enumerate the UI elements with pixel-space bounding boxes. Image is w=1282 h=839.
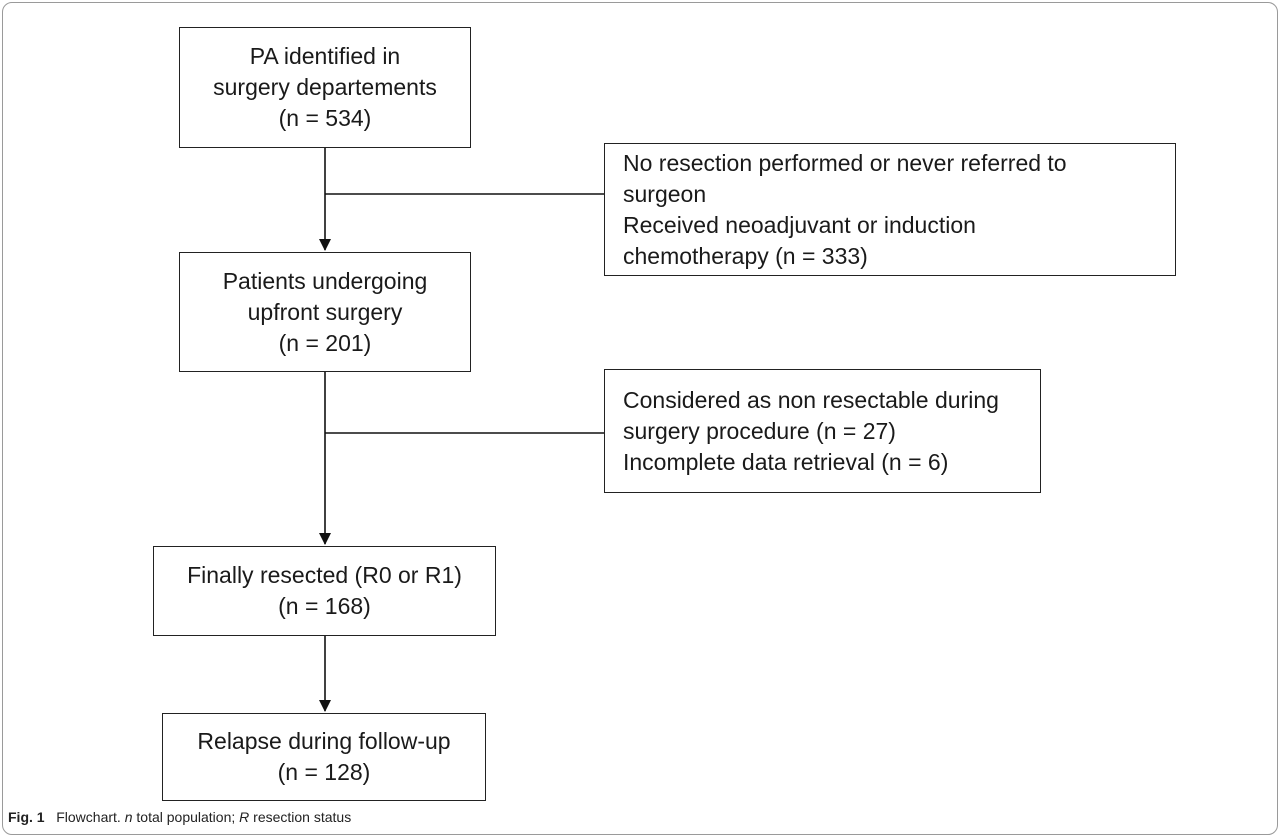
box-exclusion-non-resectable-line-2: surgery procedure (n = 27) (623, 417, 896, 444)
box-exclusion-non-resectable-line-3: Incomplete data retrieval (n = 6) (623, 448, 949, 475)
box-pa-identified-line-1: PA identified in (249, 43, 401, 69)
box-exclusion-no-resection-line-1: No resection performed or never referred… (623, 149, 1067, 176)
box-upfront-surgery-line-1: Patients undergoing (222, 267, 428, 294)
box-pa-identified-line-3: (n = 534) (278, 105, 372, 131)
box-relapse: Relapse during follow-up (n = 128) (162, 713, 486, 801)
box-exclusion-non-resectable-line-1: Considered as non resectable during (623, 386, 999, 413)
figure-label: Fig. 1 (8, 809, 45, 825)
box-relapse-line-2: (n = 128) (277, 759, 371, 785)
box-exclusion-non-resectable: Considered as non resectable during surg… (604, 369, 1041, 493)
figure-caption: Fig. 1 Flowchart. n total population; R … (8, 808, 351, 826)
box-upfront-surgery: Patients undergoing upfront surgery (n =… (179, 252, 471, 372)
box-finally-resected-line-2: (n = 168) (278, 593, 371, 619)
box-exclusion-no-resection: No resection performed or never referred… (604, 143, 1176, 276)
caption-text-a: Flowchart. (56, 809, 121, 825)
box-finally-resected: Finally resected (R0 or R1) (n = 168) (153, 546, 496, 636)
box-finally-resected-line-1: Finally resected (R0 or R1) (187, 562, 462, 588)
box-upfront-surgery-line-3: (n = 201) (278, 329, 372, 356)
box-pa-identified-line-2: surgery departements (213, 74, 437, 100)
box-exclusion-no-resection-line-4: chemotherapy (n = 333) (623, 242, 868, 269)
caption-term-n: n (124, 809, 133, 825)
box-relapse-line-1: Relapse during follow-up (197, 728, 451, 754)
box-exclusion-no-resection-line-2: surgeon (623, 180, 707, 207)
caption-text-c: resection status (253, 809, 352, 825)
caption-term-r: R (239, 809, 250, 825)
box-exclusion-no-resection-line-3: Received neoadjuvant or induction (623, 211, 976, 238)
caption-text-b: total population; (136, 809, 236, 825)
box-upfront-surgery-line-2: upfront surgery (247, 298, 403, 325)
box-pa-identified: PA identified in surgery departements (n… (179, 27, 471, 148)
